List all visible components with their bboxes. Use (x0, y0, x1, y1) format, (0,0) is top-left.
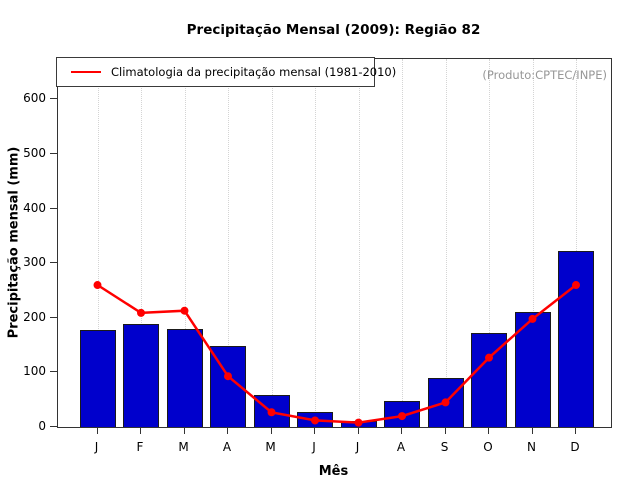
climatology-point-6 (311, 416, 319, 425)
x-tick-12 (575, 427, 576, 434)
legend-line-swatch (71, 71, 101, 73)
y-tick-600 (50, 98, 57, 100)
x-tick-label-10: O (483, 440, 493, 454)
x-tick-label-1: J (94, 440, 99, 454)
bar-month-12 (558, 251, 594, 427)
climatology-line (96, 283, 577, 424)
produto-watermark: (Produto:CPTEC/INPE) (482, 68, 607, 82)
y-tick-label-400: 400 (23, 200, 46, 215)
gridline-10 (489, 59, 490, 427)
x-tick-label-2: F (136, 440, 144, 454)
gridline-8 (402, 59, 403, 427)
x-tick-9 (444, 427, 446, 434)
x-tick-label-9: S (440, 440, 449, 454)
gridline-6 (315, 59, 316, 427)
x-tick-7 (357, 427, 359, 434)
y-tick-0 (50, 426, 57, 427)
y-tick-label-500: 500 (23, 146, 46, 160)
y-tick-label-0: 0 (38, 419, 46, 433)
x-tick-label-12: D (570, 440, 580, 454)
gridline-4 (228, 59, 229, 427)
x-tick-8 (401, 427, 402, 434)
x-tick-label-11: N (527, 440, 536, 454)
x-tick-3 (183, 427, 185, 434)
x-tick-11 (531, 427, 533, 434)
x-tick-4 (227, 427, 228, 434)
x-tick-label-3: M (178, 440, 189, 454)
gridline-2 (141, 59, 142, 427)
y-tick-400 (50, 207, 57, 209)
y-tick-label-600: 600 (23, 91, 46, 106)
y-tick-300 (50, 262, 57, 264)
y-tick-500 (50, 153, 57, 154)
y-tick-100 (50, 371, 57, 373)
x-tick-label-5: M (265, 440, 276, 454)
y-tick-200 (50, 316, 57, 318)
gridline-7 (358, 59, 360, 427)
climatology-point-7 (354, 418, 363, 427)
climatology-line-layer (93, 281, 580, 427)
climatology-point-5 (267, 408, 276, 417)
gridline-5 (271, 59, 273, 427)
y-tick-label-100: 100 (23, 364, 46, 379)
x-axis-label: Mês (318, 464, 349, 479)
climatology-point-8 (398, 412, 406, 421)
y-tick-label-200: 200 (23, 309, 46, 324)
bar-month-3 (166, 329, 203, 427)
y-tick-label-300: 300 (23, 255, 46, 270)
plot-area (57, 58, 612, 428)
gridline-11 (532, 59, 534, 427)
gridline-12 (576, 59, 577, 427)
x-tick-10 (488, 427, 489, 434)
x-tick-6 (314, 427, 315, 434)
bar-month-1 (79, 330, 116, 427)
climatology-point-1 (93, 281, 102, 290)
gridline-9 (445, 59, 447, 427)
gridline-1 (97, 59, 99, 427)
climatology-point-9 (441, 398, 450, 407)
climatology-point-2 (137, 308, 145, 317)
climatology-point-10 (485, 353, 493, 362)
x-tick-5 (270, 427, 272, 434)
x-tick-label-4: A (222, 440, 232, 454)
x-tick-label-8: A (396, 440, 406, 454)
climatology-point-4 (224, 372, 232, 381)
x-tick-2 (140, 427, 141, 434)
climatology-point-12 (572, 281, 580, 290)
chart-title: Precipitação Mensal (2009): Região 82 (186, 22, 481, 38)
x-tick-label-6: J (312, 440, 316, 454)
legend-label: Climatologia da precipitação mensal (198… (111, 65, 397, 79)
bar-month-2 (123, 324, 159, 427)
climatology-point-11 (528, 314, 537, 323)
x-tick-1 (96, 427, 98, 434)
legend: Climatologia da precipitação mensal (198… (56, 57, 396, 87)
x-tick-label-7: J (355, 440, 360, 454)
climatology-point-3 (180, 306, 189, 315)
gridline-3 (184, 59, 186, 427)
